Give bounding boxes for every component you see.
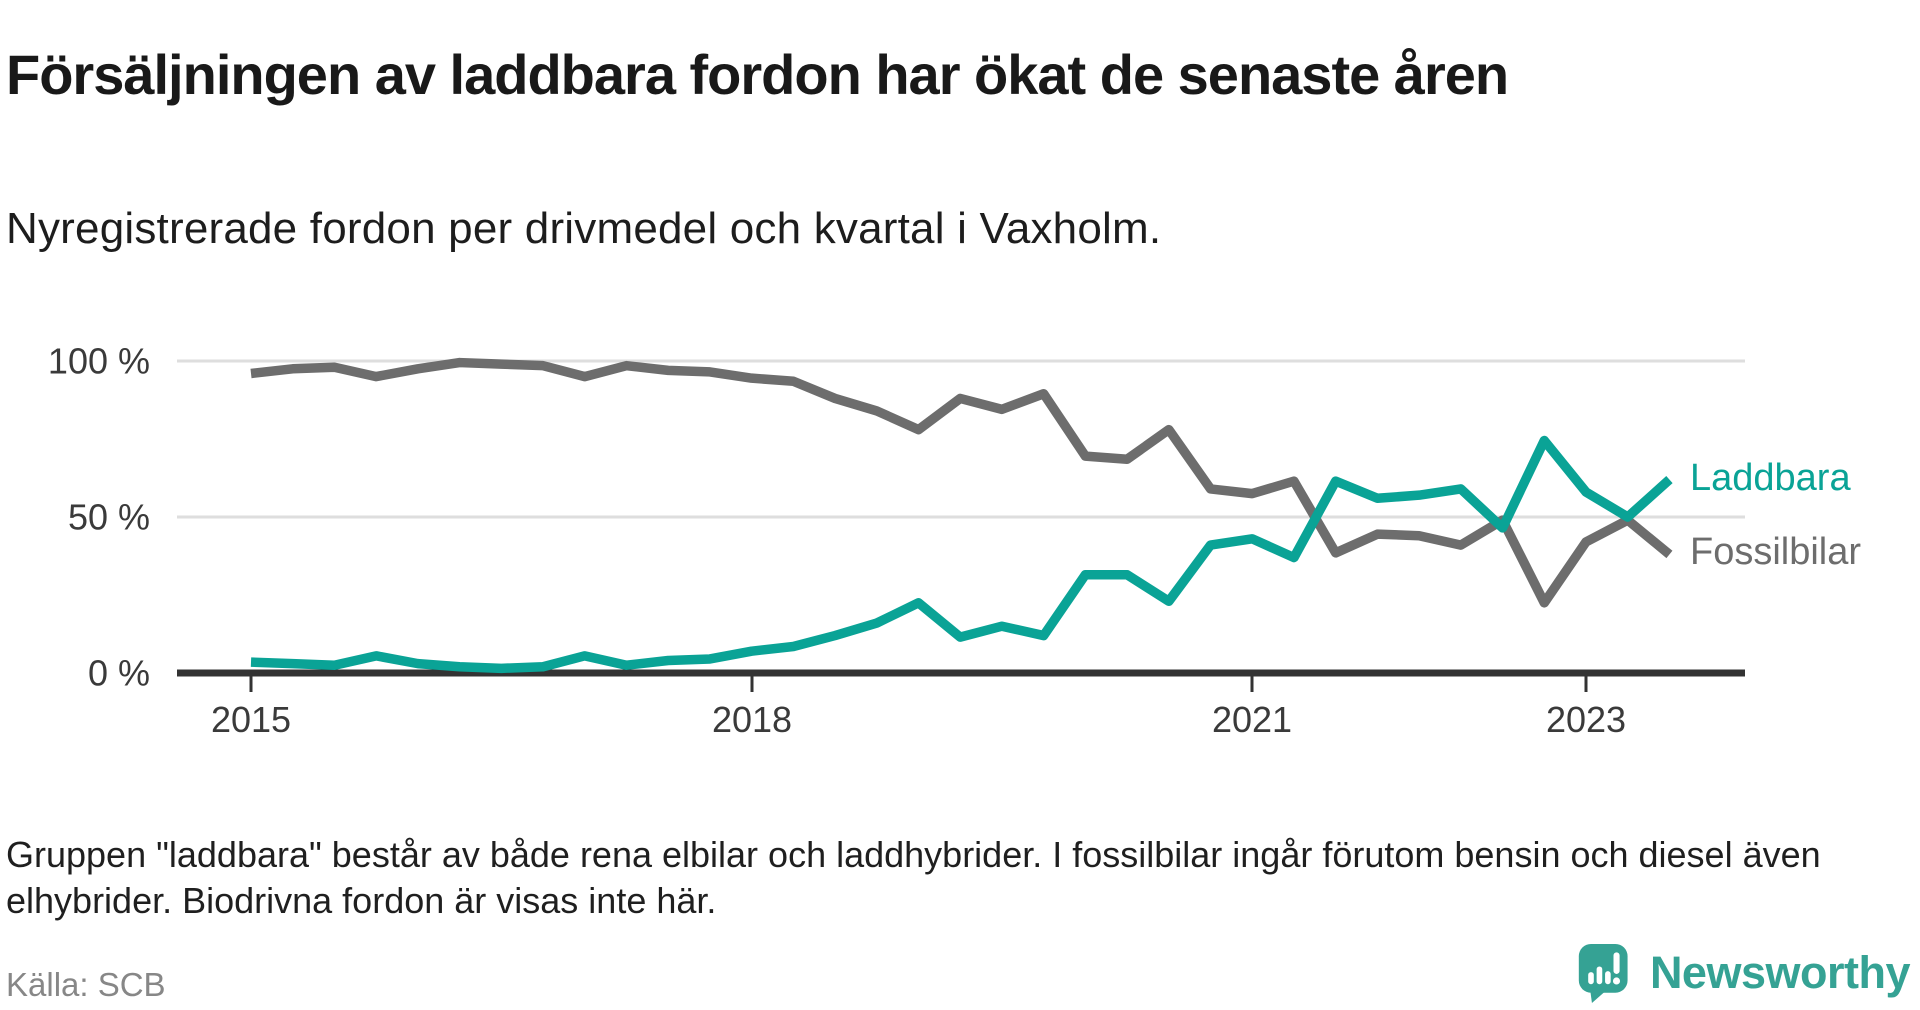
y-tick-100: 100 % xyxy=(48,341,150,382)
x-label-2023: 2023 xyxy=(1546,699,1626,740)
newsworthy-logo: Newsworthy xyxy=(1576,942,1911,1004)
logo-exclamation-dot xyxy=(1612,977,1620,985)
logo-exclamation-bar xyxy=(1613,952,1620,974)
fossilbilar-line xyxy=(250,357,1673,608)
chart-footnote: Gruppen "laddbara" består av både rena e… xyxy=(6,834,1821,921)
logo-bar-3 xyxy=(1605,971,1611,985)
logo-bar-2 xyxy=(1596,966,1603,985)
logo-bubble-tail xyxy=(1590,988,1608,1003)
y-tick-50: 50 % xyxy=(68,497,150,538)
source-credit: Källa: SCB xyxy=(6,966,166,1003)
chart-canvas: 100 % 50 % 0 % 2015 2018 2021 2023 Laddb… xyxy=(48,341,1861,741)
chart-title: Försäljningen av laddbara fordon har öka… xyxy=(6,42,1509,106)
newsworthy-logo-text: Newsworthy xyxy=(1649,947,1911,998)
fossilbilar-series-label: Fossilbilar xyxy=(1690,531,1861,573)
logo-bubble xyxy=(1578,943,1628,993)
laddbara-line xyxy=(250,435,1673,674)
y-tick-0: 0 % xyxy=(88,653,150,694)
logo-bar-1 xyxy=(1588,972,1594,985)
line-chart: 100 % 50 % 0 % 2015 2018 2021 2023 Laddb… xyxy=(0,280,1920,750)
laddbara-series-label: Laddbara xyxy=(1690,457,1851,499)
x-label-2018: 2018 xyxy=(712,699,792,740)
x-label-2021: 2021 xyxy=(1212,699,1292,740)
chart-subtitle: Nyregistrerade fordon per drivmedel och … xyxy=(6,204,1162,253)
newsworthy-logo-icon xyxy=(1578,943,1628,1003)
x-label-2015: 2015 xyxy=(211,699,291,740)
